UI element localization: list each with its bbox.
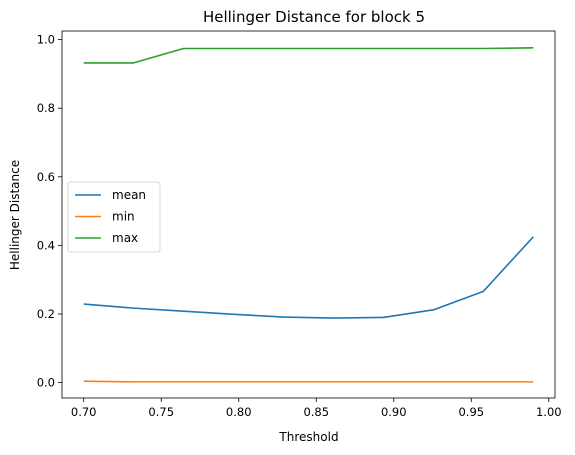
- legend-box: [67, 181, 161, 253]
- legend: mean min max: [67, 181, 161, 253]
- y-axis-label: Hellinger Distance: [8, 160, 22, 270]
- x-axis-label: Threshold: [278, 430, 338, 444]
- x-tick-label: 0.90: [381, 405, 407, 419]
- y-tick-label: 0.6: [37, 170, 55, 184]
- legend-label-mean: mean: [112, 188, 146, 202]
- y-tick-label: 1.0: [37, 33, 55, 47]
- series-line-max: [83, 47, 534, 64]
- y-tick-label: 0.4: [37, 238, 55, 252]
- x-tick-label: 0.75: [148, 405, 174, 419]
- series-layer: [83, 47, 534, 383]
- plot-area: [61, 30, 556, 399]
- legend-label-max: max: [112, 231, 138, 245]
- x-tick-label: 0.70: [71, 405, 97, 419]
- series-line-mean: [83, 236, 534, 319]
- legend-label-min: min: [112, 210, 135, 224]
- y-tick-label: 0.2: [37, 307, 55, 321]
- x-tick-label: 0.95: [458, 405, 484, 419]
- chart-title: Hellinger Distance for block 5: [203, 8, 425, 26]
- y-tick-label: 0.8: [37, 101, 55, 115]
- series-line-min: [83, 380, 534, 383]
- plot-frame: [61, 30, 556, 399]
- y-tick-label: 0.0: [37, 376, 55, 390]
- x-tick-label: 0.85: [303, 405, 329, 419]
- x-tick-label: 1.00: [536, 405, 562, 419]
- x-tick-label: 0.80: [226, 405, 252, 419]
- x-axis: 0.70 0.75 0.80 0.85 0.90 0.95 1.00: [71, 398, 562, 419]
- y-axis: 0.0 0.2 0.4 0.6 0.8 1.0: [37, 33, 62, 390]
